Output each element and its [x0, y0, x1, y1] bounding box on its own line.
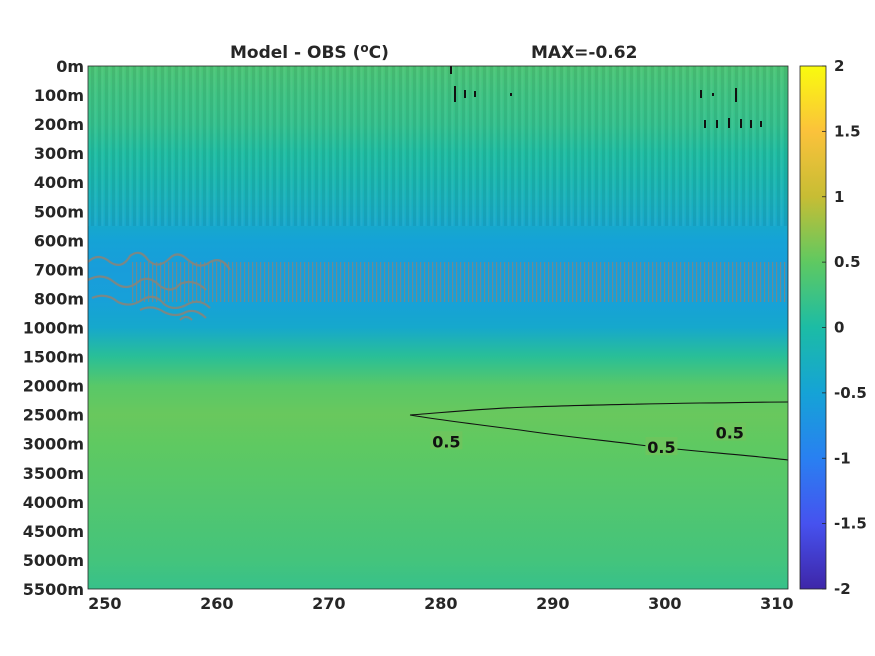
colorbar-tick-label: 2: [834, 57, 844, 75]
colorbar-tick-label: -1.5: [834, 515, 867, 533]
contour-label: 0.5: [647, 438, 675, 457]
colorbar-tick-label: -2: [834, 580, 851, 598]
y-tick-label: 3500m: [23, 464, 84, 483]
contour-line-upper: [409, 401, 788, 416]
chart-title: Model - OBS (oC): [230, 41, 389, 63]
plot-frame: [87, 65, 789, 590]
y-tick-label: 600m: [34, 231, 84, 250]
contour-label: 0.5: [432, 432, 460, 451]
colorbar-tick-label: 1: [834, 188, 844, 206]
y-tick-label: 300m: [34, 144, 84, 163]
heatmap-plot: [88, 66, 788, 589]
y-tick-label: 3000m: [23, 435, 84, 454]
y-tick-label: 5000m: [23, 551, 84, 570]
y-tick-label: 4000m: [23, 493, 84, 512]
contour-label-background: [713, 422, 746, 441]
x-tick-label: 260: [200, 594, 233, 613]
y-tick-label: 500m: [34, 202, 84, 221]
colorbar-ticks: 2 1.5 1 0.5 0 -0.5 -1 -1.5 -2: [822, 57, 867, 598]
y-tick-label: 400m: [34, 173, 84, 192]
y-tick-label: 5500m: [23, 580, 84, 599]
contour-line-lower: [409, 414, 788, 461]
colorbar-tick-label: 0.5: [834, 253, 861, 271]
y-tick-label: 700m: [34, 260, 84, 279]
contour-labels: 0.5 0.5 0.5: [430, 422, 746, 457]
y-tick-label: 800m: [34, 289, 84, 308]
x-tick-label: 270: [312, 594, 345, 613]
contour-lines: [409, 401, 788, 461]
y-tick-label: 4500m: [23, 522, 84, 541]
colorbar-tick-label: 0: [834, 319, 844, 337]
y-tick-label: 2500m: [23, 406, 84, 425]
y-tick-label: 0m: [56, 57, 84, 76]
upper-stripe-texture: [88, 66, 788, 226]
y-tick-label: 1000m: [23, 319, 84, 338]
x-tick-label: 310: [760, 594, 793, 613]
colorbar-tick-label: -0.5: [834, 384, 867, 402]
x-tick-label: 290: [536, 594, 569, 613]
small-contour-marks: [450, 66, 762, 128]
colorbar-tick-label: -1: [834, 449, 851, 467]
y-tick-label: 200m: [34, 115, 84, 134]
max-label: MAX=-0.62: [531, 43, 637, 63]
y-axis-ticks: 0m 100m 200m 300m 400m 500m 600m 700m 800m 1000m 1…: [23, 57, 84, 599]
contour-label: 0.5: [716, 424, 744, 443]
gray-contour-band: [130, 262, 788, 302]
x-tick-label: 300: [648, 594, 681, 613]
y-tick-label: 100m: [34, 86, 84, 105]
y-tick-label: 2000m: [23, 377, 84, 396]
gray-contour-blob: [88, 251, 231, 321]
y-tick-label: 1500m: [23, 348, 84, 367]
x-axis-ticks: 250 260 270 280 290 300 310: [88, 594, 793, 613]
colorbar-tick-label: 1.5: [834, 122, 861, 140]
contour-label-background: [430, 431, 463, 450]
title-superscript: o: [360, 41, 368, 55]
contour-label-background: [645, 437, 678, 456]
colorbar: [799, 65, 827, 590]
x-tick-label: 280: [424, 594, 457, 613]
x-tick-label: 250: [88, 594, 121, 613]
